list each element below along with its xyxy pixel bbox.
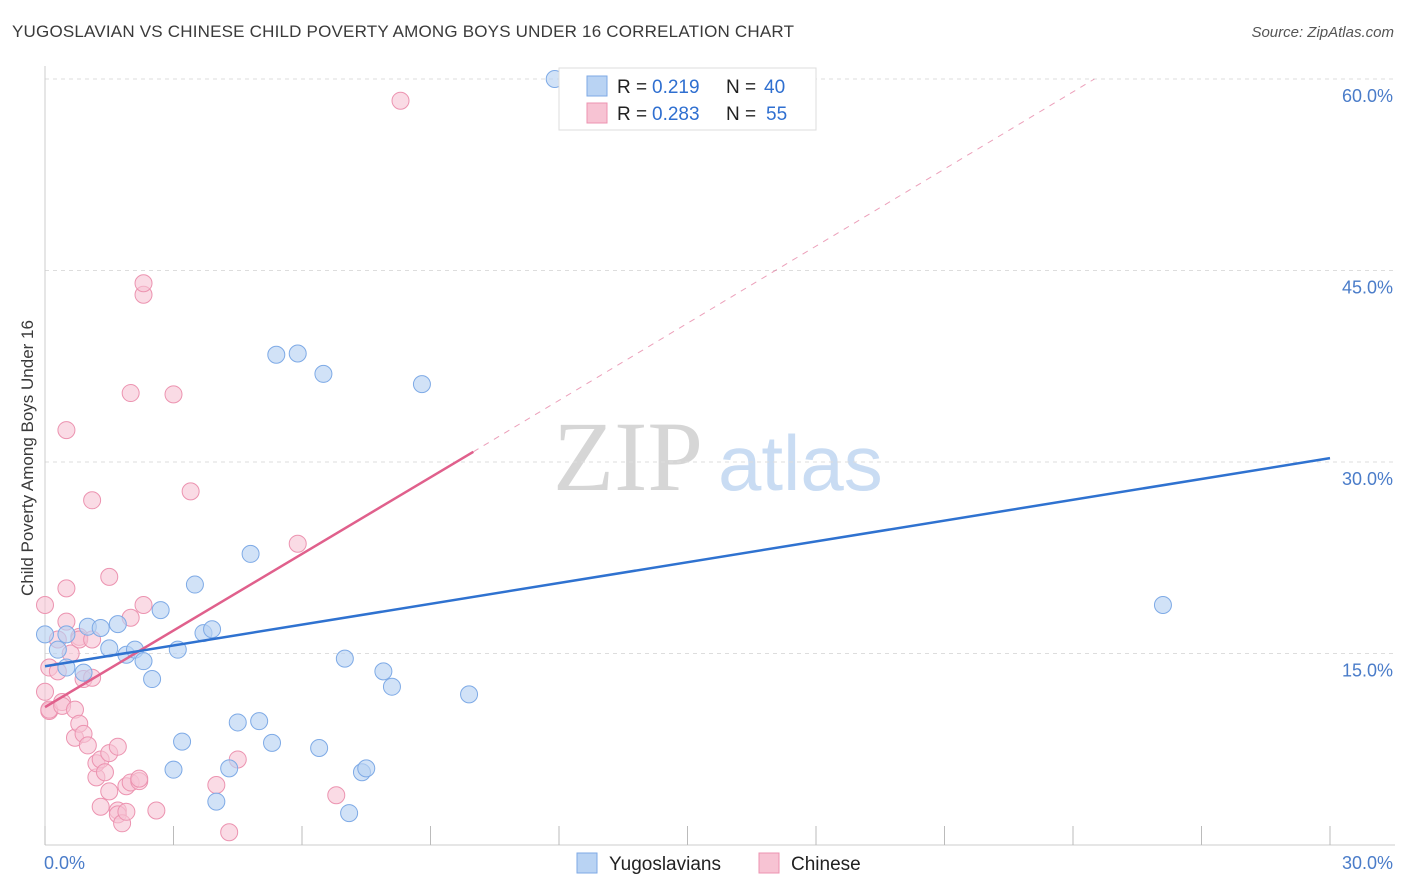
chinese-trend-extension bbox=[473, 78, 1095, 453]
yugoslavian-point bbox=[374, 662, 393, 681]
yugoslavian-point bbox=[335, 649, 354, 668]
bottom-legend-label-chinese: Chinese bbox=[791, 854, 861, 875]
chinese-point bbox=[327, 786, 346, 805]
yugoslavian-point bbox=[267, 345, 286, 364]
watermark-zip: ZIP bbox=[553, 401, 703, 512]
chinese-point bbox=[181, 482, 200, 501]
legend-r-label-1: R = bbox=[617, 104, 647, 125]
trend-lines bbox=[44, 78, 1331, 709]
legend-n-value-1: 55 bbox=[766, 104, 787, 125]
y-axis-label: Child Poverty Among Boys Under 16 bbox=[18, 320, 37, 596]
yugoslavian-points bbox=[36, 70, 1172, 823]
legend-r-value-0: 0.219 bbox=[652, 77, 700, 98]
chinese-point bbox=[36, 682, 54, 701]
x-tick-label-max: 30.0% bbox=[1342, 853, 1393, 873]
grid bbox=[45, 78, 1395, 654]
chinese-point bbox=[147, 801, 166, 820]
chinese-trend-line bbox=[44, 450, 474, 709]
yugoslavian-point bbox=[57, 625, 76, 644]
legend-swatch-yugoslavians bbox=[586, 75, 608, 97]
chinese-point bbox=[95, 763, 114, 782]
chinese-point bbox=[57, 579, 76, 598]
legend: R = 0.219 N = 40 R = 0.283 N = 55 bbox=[558, 67, 817, 131]
source-label: Source: ZipAtlas.com bbox=[1251, 24, 1394, 41]
yugoslavian-point bbox=[288, 344, 307, 363]
yugoslavian-point bbox=[173, 732, 192, 751]
legend-swatch-chinese bbox=[586, 102, 608, 124]
chinese-point bbox=[220, 823, 239, 842]
yugoslavian-point bbox=[460, 685, 479, 704]
chinese-point bbox=[57, 421, 76, 440]
legend-n-value-0: 40 bbox=[764, 77, 785, 98]
yugoslavian-point bbox=[151, 601, 170, 620]
chinese-point bbox=[134, 274, 153, 293]
bottom-legend-swatch-yugoslavians bbox=[576, 852, 598, 874]
chinese-point bbox=[391, 91, 410, 110]
yugoslavian-point bbox=[314, 364, 333, 383]
yugoslavian-point bbox=[250, 712, 269, 731]
chinese-point bbox=[78, 736, 97, 755]
y-tick-label: 15.0% bbox=[1342, 661, 1393, 681]
chinese-point bbox=[164, 385, 183, 404]
chinese-point bbox=[36, 595, 54, 614]
yugoslavian-point bbox=[36, 625, 54, 644]
chinese-point bbox=[207, 775, 226, 794]
chinese-point bbox=[130, 769, 149, 788]
yugoslavian-point bbox=[412, 375, 431, 394]
chinese-point bbox=[83, 491, 102, 510]
yugoslavian-point bbox=[203, 620, 222, 639]
yugoslavian-point bbox=[48, 640, 67, 659]
yugoslavian-point bbox=[143, 670, 162, 689]
chinese-point bbox=[100, 782, 119, 801]
yugoslavian-point bbox=[185, 575, 204, 594]
y-tick-label: 60.0% bbox=[1342, 86, 1393, 106]
yugoslavian-point bbox=[1153, 595, 1172, 614]
chinese-point bbox=[108, 737, 127, 756]
legend-n-label-0: N = bbox=[726, 77, 756, 98]
chinese-point bbox=[134, 595, 153, 614]
bottom-legend-label-yugoslavians: Yugoslavians bbox=[609, 854, 721, 875]
yugoslavian-point bbox=[241, 544, 260, 563]
yugoslavian-point bbox=[340, 804, 359, 823]
watermark: ZIP atlas bbox=[553, 401, 883, 512]
bottom-legend: Yugoslavians Chinese bbox=[576, 852, 861, 875]
chinese-point bbox=[288, 534, 307, 553]
yugoslavian-point bbox=[357, 759, 376, 778]
chinese-point bbox=[117, 802, 136, 821]
watermark-atlas: atlas bbox=[718, 419, 883, 507]
yugoslavian-point bbox=[207, 792, 226, 811]
yugoslavian-point bbox=[382, 677, 401, 696]
y-tick-label: 45.0% bbox=[1342, 278, 1393, 298]
yugoslavian-point bbox=[91, 618, 110, 637]
yugoslavian-point bbox=[220, 759, 239, 778]
legend-r-label-0: R = bbox=[617, 77, 647, 98]
yugoslavian-point bbox=[108, 615, 127, 634]
yugoslavian-point bbox=[164, 760, 183, 779]
bottom-legend-swatch-chinese bbox=[758, 852, 780, 874]
chinese-point bbox=[100, 567, 119, 586]
legend-r-value-1: 0.283 bbox=[652, 104, 700, 125]
yugoslavian-point bbox=[310, 738, 329, 757]
x-tick-label-min: 0.0% bbox=[44, 853, 85, 873]
yugoslavian-point bbox=[134, 652, 153, 671]
yugoslavian-point bbox=[263, 733, 282, 752]
legend-n-label-1: N = bbox=[726, 104, 756, 125]
yugoslavian-point bbox=[74, 663, 93, 682]
chinese-point bbox=[91, 797, 110, 816]
chinese-points bbox=[36, 91, 410, 842]
axes: 15.0% 30.0% 45.0% 60.0% 0.0% 30.0% bbox=[44, 66, 1395, 873]
yugoslavian-point bbox=[228, 713, 247, 732]
y-tick-label: 30.0% bbox=[1342, 469, 1393, 489]
yugoslavian-trend-line bbox=[44, 456, 1331, 668]
chinese-point bbox=[121, 384, 140, 403]
chart-title: YUGOSLAVIAN VS CHINESE CHILD POVERTY AMO… bbox=[12, 22, 795, 41]
